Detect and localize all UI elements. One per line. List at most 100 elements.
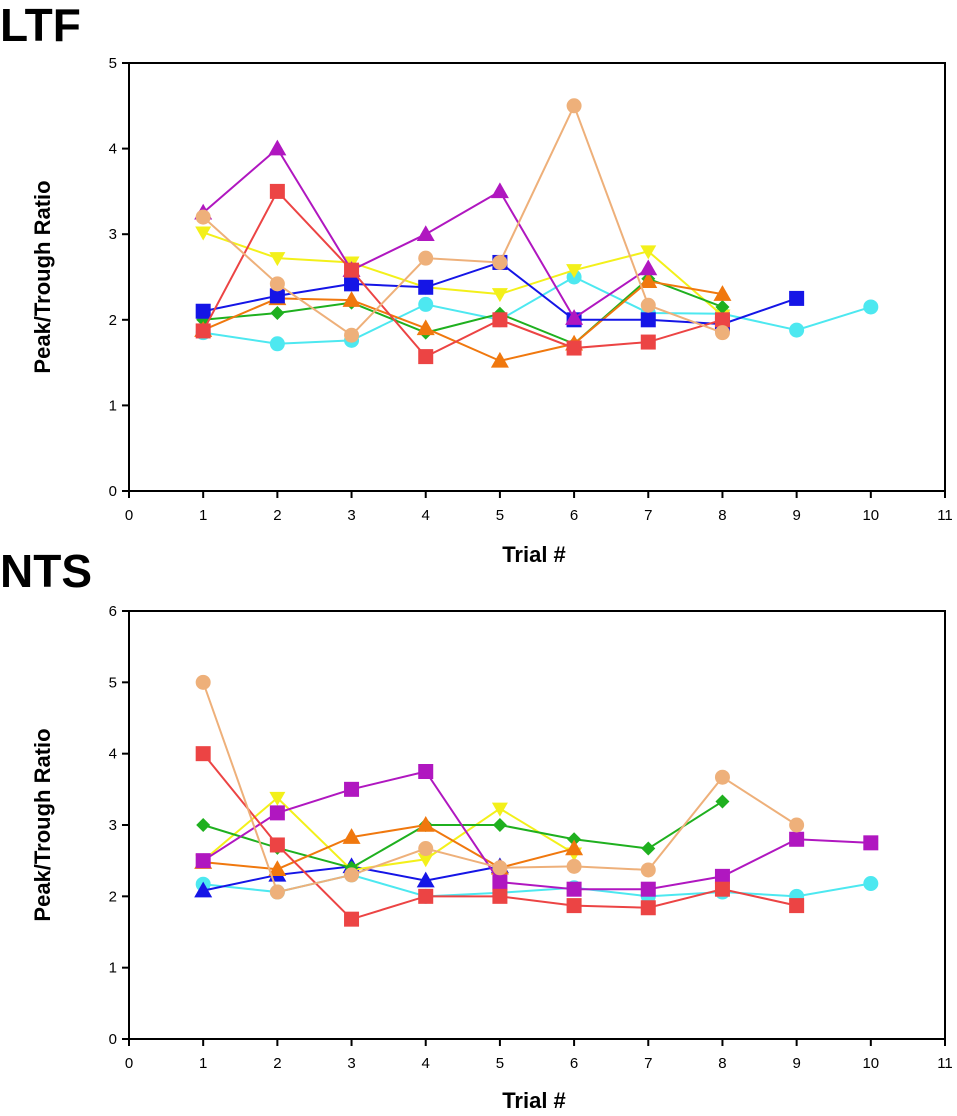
- panel-label-nts: NTS: [0, 545, 92, 597]
- data-point-red: [640, 900, 656, 916]
- data-point-tan: [269, 884, 285, 900]
- data-point-purple: [492, 874, 508, 890]
- data-point-purple: [566, 881, 582, 897]
- data-point-blue: [344, 276, 360, 292]
- x-tick-label: 8: [718, 507, 726, 524]
- series-line-purple: [202, 770, 871, 891]
- y-tick-label: 6: [109, 603, 117, 620]
- x-tick-label: 1: [199, 507, 207, 524]
- y-tick-label: 0: [109, 1031, 117, 1048]
- x-tick-label: 9: [792, 507, 800, 524]
- data-point-yellow: [269, 791, 286, 806]
- data-point-red: [269, 837, 285, 853]
- data-point-purple: [344, 781, 360, 797]
- data-point-tan: [195, 209, 211, 225]
- data-point-yellow: [640, 245, 657, 260]
- x-tick-label: 8: [718, 1055, 726, 1072]
- data-point-orange: [416, 816, 435, 832]
- x-tick-label: 1: [199, 1055, 207, 1072]
- data-point-green: [715, 794, 730, 809]
- data-point-yellow: [566, 264, 583, 279]
- data-point-tan: [269, 276, 285, 292]
- x-tick-label: 4: [422, 1055, 430, 1072]
- x-tick-label: 3: [347, 1055, 355, 1072]
- x-tick-label: 0: [125, 507, 133, 524]
- y-tick-label: 5: [109, 55, 117, 72]
- data-point-tan: [195, 674, 211, 690]
- data-point-red: [789, 898, 805, 914]
- data-point-tan: [492, 860, 508, 876]
- y-tick-label: 2: [109, 312, 117, 329]
- x-tick-label: 5: [496, 1055, 504, 1072]
- y-tick-label: 3: [109, 817, 117, 834]
- series-yellow: [195, 791, 583, 878]
- y-tick-label: 3: [109, 226, 117, 243]
- y-tick-label: 1: [109, 397, 117, 414]
- data-point-orange: [713, 285, 732, 301]
- series-tan: [195, 98, 730, 343]
- data-point-red: [714, 312, 730, 328]
- data-point-tan: [566, 98, 582, 114]
- x-tick-label: 9: [792, 1055, 800, 1072]
- series-line-green: [203, 277, 723, 345]
- series-line-yellow: [202, 796, 575, 871]
- x-tick-label: 7: [644, 507, 652, 524]
- x-axis-title: Trial #: [502, 542, 566, 567]
- data-point-red: [269, 183, 285, 199]
- chart-ltf: 0 1 2 3 4 5 6 7 8 9 10 11 0 1 2 3 4 5 Trial # Peak/Trough R…: [30, 55, 953, 567]
- data-point-cyan: [863, 299, 879, 315]
- data-point-green: [270, 305, 285, 320]
- data-point-purple: [490, 182, 509, 199]
- y-tick-label: 2: [109, 888, 117, 905]
- series-red: [195, 746, 805, 927]
- x-tick-label: 4: [422, 507, 430, 524]
- series-line-cyan: [203, 275, 872, 345]
- data-point-blue: [194, 881, 213, 898]
- data-point-orange: [639, 272, 658, 289]
- x-tick-label: 5: [496, 507, 504, 524]
- x-tick-label: 11: [937, 1055, 953, 1072]
- data-point-yellow: [195, 226, 212, 241]
- data-point-tan: [418, 250, 434, 266]
- data-point-red: [195, 323, 211, 339]
- data-point-tan: [344, 867, 360, 883]
- data-point-purple: [416, 225, 435, 241]
- x-tick-label: 10: [862, 1055, 879, 1072]
- y-tick-label: 4: [109, 746, 117, 763]
- data-point-tan: [418, 841, 434, 857]
- data-point-tan: [640, 862, 656, 878]
- data-point-green: [567, 832, 582, 847]
- data-point-yellow: [417, 853, 434, 868]
- data-point-orange: [342, 291, 361, 307]
- y-tick-label: 1: [109, 960, 117, 977]
- data-point-blue: [269, 288, 285, 304]
- x-tick-label: 6: [570, 1055, 578, 1072]
- series-line-tan: [202, 103, 723, 337]
- data-point-cyan: [863, 875, 879, 891]
- x-tick-label: 2: [273, 507, 281, 524]
- data-point-cyan: [418, 296, 434, 312]
- series-line-orange: [202, 280, 723, 362]
- data-point-orange: [268, 860, 287, 876]
- data-point-red: [344, 262, 360, 278]
- data-point-red: [492, 312, 508, 328]
- data-point-orange: [490, 351, 509, 368]
- data-point-blue: [416, 871, 435, 888]
- series-line-red: [202, 189, 723, 358]
- data-point-purple: [863, 835, 879, 851]
- data-point-blue: [640, 312, 656, 328]
- data-point-red: [418, 888, 434, 904]
- plot-frame: [128, 610, 946, 1040]
- data-point-yellow: [491, 288, 508, 303]
- x-tick-label: 6: [570, 507, 578, 524]
- data-point-orange: [565, 839, 584, 856]
- data-point-green: [492, 818, 507, 832]
- data-point-yellow: [491, 802, 508, 817]
- data-point-green: [715, 299, 730, 314]
- data-point-tan: [789, 817, 805, 833]
- y-tick-label: 5: [109, 674, 117, 691]
- data-point-cyan: [269, 336, 285, 352]
- panel-label-ltf: LTF: [0, 0, 81, 51]
- data-point-yellow: [269, 252, 286, 267]
- data-point-purple: [714, 868, 730, 884]
